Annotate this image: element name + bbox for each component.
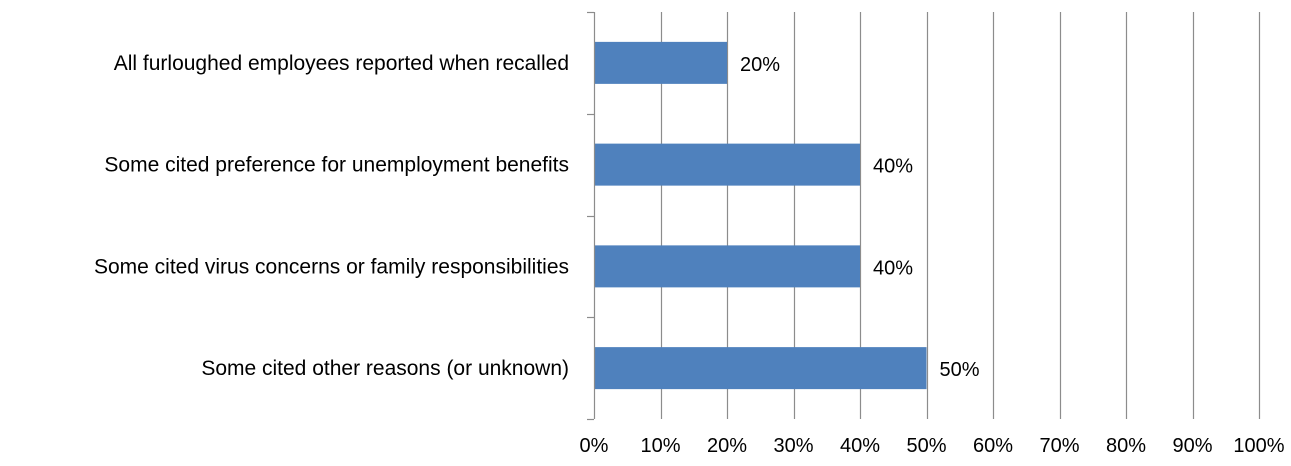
x-tick-label: 70% xyxy=(1039,435,1079,457)
data-label: 40% xyxy=(873,156,913,178)
data-label: 40% xyxy=(873,257,913,279)
x-tick-label: 40% xyxy=(840,435,880,457)
data-label: 20% xyxy=(740,54,780,76)
x-tick-label: 30% xyxy=(773,435,813,457)
bar xyxy=(595,41,727,84)
category-label: All furloughed employees reported when r… xyxy=(114,52,569,75)
x-tick-label: 100% xyxy=(1233,435,1284,457)
x-tick-label: 80% xyxy=(1106,435,1146,457)
category-labels: All furloughed employees reported when r… xyxy=(94,52,569,380)
bar xyxy=(595,143,860,186)
bar xyxy=(595,347,927,390)
data-labels: 20% 40% 40% 50% xyxy=(740,54,980,381)
x-tick-label: 50% xyxy=(906,435,946,457)
x-tick-label: 60% xyxy=(973,435,1013,457)
x-tick-label: 0% xyxy=(580,435,609,457)
x-tick-label: 90% xyxy=(1172,435,1212,457)
x-tick-labels: 0% 10% 20% 30% 40% 50% 60% 70% 80% 90% 100% xyxy=(580,435,1285,457)
data-label: 50% xyxy=(940,359,980,381)
x-tick-label: 10% xyxy=(640,435,680,457)
category-label: Some cited other reasons (or unknown) xyxy=(201,357,569,380)
y-axis xyxy=(587,11,596,421)
bars xyxy=(595,41,927,390)
bar xyxy=(595,245,860,288)
x-tick-label: 20% xyxy=(707,435,747,457)
gridlines xyxy=(660,12,1261,419)
category-label: Some cited preference for unemployment b… xyxy=(104,154,569,177)
category-label: Some cited virus concerns or family resp… xyxy=(94,255,569,278)
